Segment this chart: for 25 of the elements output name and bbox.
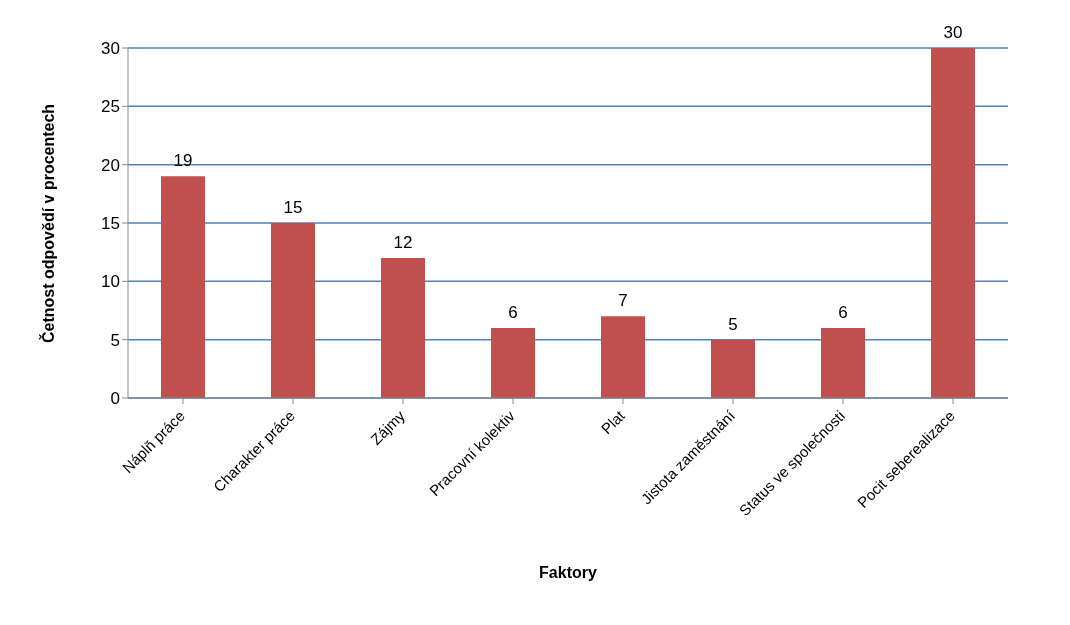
y-tick-label: 15 (101, 214, 120, 234)
y-axis-title: Četnost odpovědí v procentech (38, 103, 57, 343)
y-tick-label: 0 (110, 389, 120, 409)
y-tick-label: 20 (101, 155, 120, 175)
bar (381, 258, 425, 398)
data-label: 6 (508, 303, 518, 322)
data-label: 5 (728, 314, 738, 334)
bar (161, 176, 205, 398)
data-label: 6 (838, 303, 848, 322)
data-label: 15 (283, 198, 303, 217)
bar (601, 316, 645, 398)
bar (271, 223, 315, 398)
data-label: 12 (393, 233, 413, 252)
data-label: 30 (943, 23, 963, 42)
bar (821, 328, 865, 398)
y-tick-label: 25 (101, 97, 120, 117)
x-tick-label: Plat (597, 406, 629, 438)
x-axis-title: Faktory (539, 564, 597, 581)
bar (931, 48, 975, 398)
bar (711, 339, 755, 398)
y-tick-label: 10 (101, 272, 120, 292)
data-label: 7 (618, 291, 628, 311)
bar (491, 328, 535, 398)
y-tick-label: 30 (101, 39, 120, 59)
y-tick-label: 5 (110, 330, 120, 350)
